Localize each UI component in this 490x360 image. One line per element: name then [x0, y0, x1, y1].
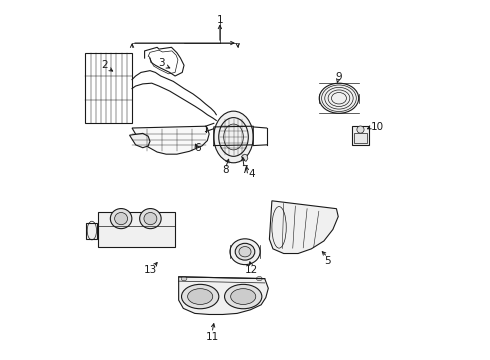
Text: 2: 2: [101, 60, 108, 70]
Text: 9: 9: [335, 72, 342, 82]
Text: 12: 12: [245, 265, 258, 275]
Polygon shape: [132, 126, 209, 154]
Text: 11: 11: [205, 332, 219, 342]
Ellipse shape: [319, 83, 359, 113]
Ellipse shape: [256, 276, 262, 281]
Text: 8: 8: [222, 165, 229, 175]
Polygon shape: [129, 134, 150, 148]
Polygon shape: [242, 154, 248, 161]
Ellipse shape: [181, 284, 219, 309]
Bar: [98, 212, 175, 247]
Ellipse shape: [115, 212, 127, 225]
Ellipse shape: [224, 284, 262, 309]
Ellipse shape: [110, 208, 132, 229]
Bar: [352, 126, 369, 145]
Ellipse shape: [235, 243, 255, 260]
Ellipse shape: [230, 239, 260, 265]
Ellipse shape: [144, 212, 157, 225]
Ellipse shape: [239, 247, 251, 257]
Ellipse shape: [214, 111, 253, 163]
Ellipse shape: [140, 208, 161, 229]
Text: 13: 13: [144, 265, 157, 275]
Text: 6: 6: [195, 143, 201, 153]
Text: 5: 5: [324, 256, 331, 266]
Ellipse shape: [357, 126, 364, 133]
Ellipse shape: [188, 289, 213, 305]
Text: 10: 10: [370, 122, 384, 132]
Ellipse shape: [231, 289, 256, 305]
Bar: [85, 53, 132, 123]
Text: 3: 3: [158, 58, 165, 68]
Polygon shape: [270, 201, 338, 253]
Bar: [87, 223, 97, 239]
Polygon shape: [179, 277, 269, 315]
Ellipse shape: [181, 276, 187, 281]
Bar: [354, 133, 368, 143]
Text: 4: 4: [248, 168, 255, 179]
Text: 7: 7: [241, 165, 247, 175]
Text: 1: 1: [217, 15, 223, 26]
